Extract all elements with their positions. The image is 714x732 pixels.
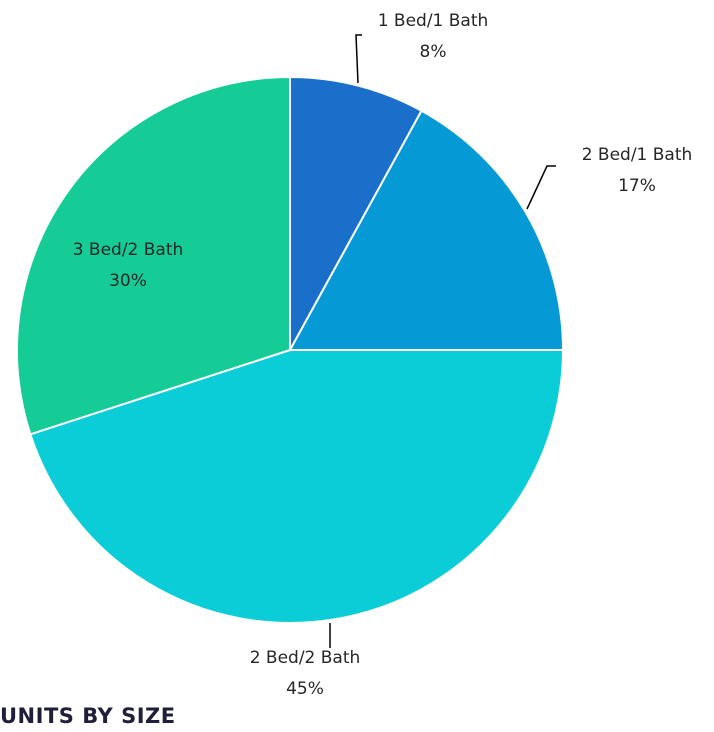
pie-slice-2-bed-2-bath [29,349,564,624]
data-label-category: 2 Bed/1 Bath [582,145,693,165]
leader-lines [329,34,556,648]
data-label-value: 8% [420,42,447,62]
data-label-value: 45% [286,679,324,699]
data-label-category: 2 Bed/2 Bath [250,648,361,668]
leader-line [355,34,362,84]
data-label-value: 30% [109,271,147,291]
data-label-category: 1 Bed/1 Bath [378,11,489,31]
chart-title: UNITS BY SIZE [0,704,176,728]
data-label-category: 3 Bed/2 Bath [73,240,184,260]
data-label-value: 17% [618,176,656,196]
pie-slice-1-bed-1-bath [289,76,423,351]
pie-slice-2-bed-1-bath [289,109,564,351]
pie-slices [16,76,564,624]
data-labels: 1 Bed/1 Bath 8% 2 Bed/1 Bath 17% 2 Bed/2 Bat… [73,11,693,699]
leader-line [526,165,556,210]
pie-slice-3-bed-2-bath [16,76,291,436]
